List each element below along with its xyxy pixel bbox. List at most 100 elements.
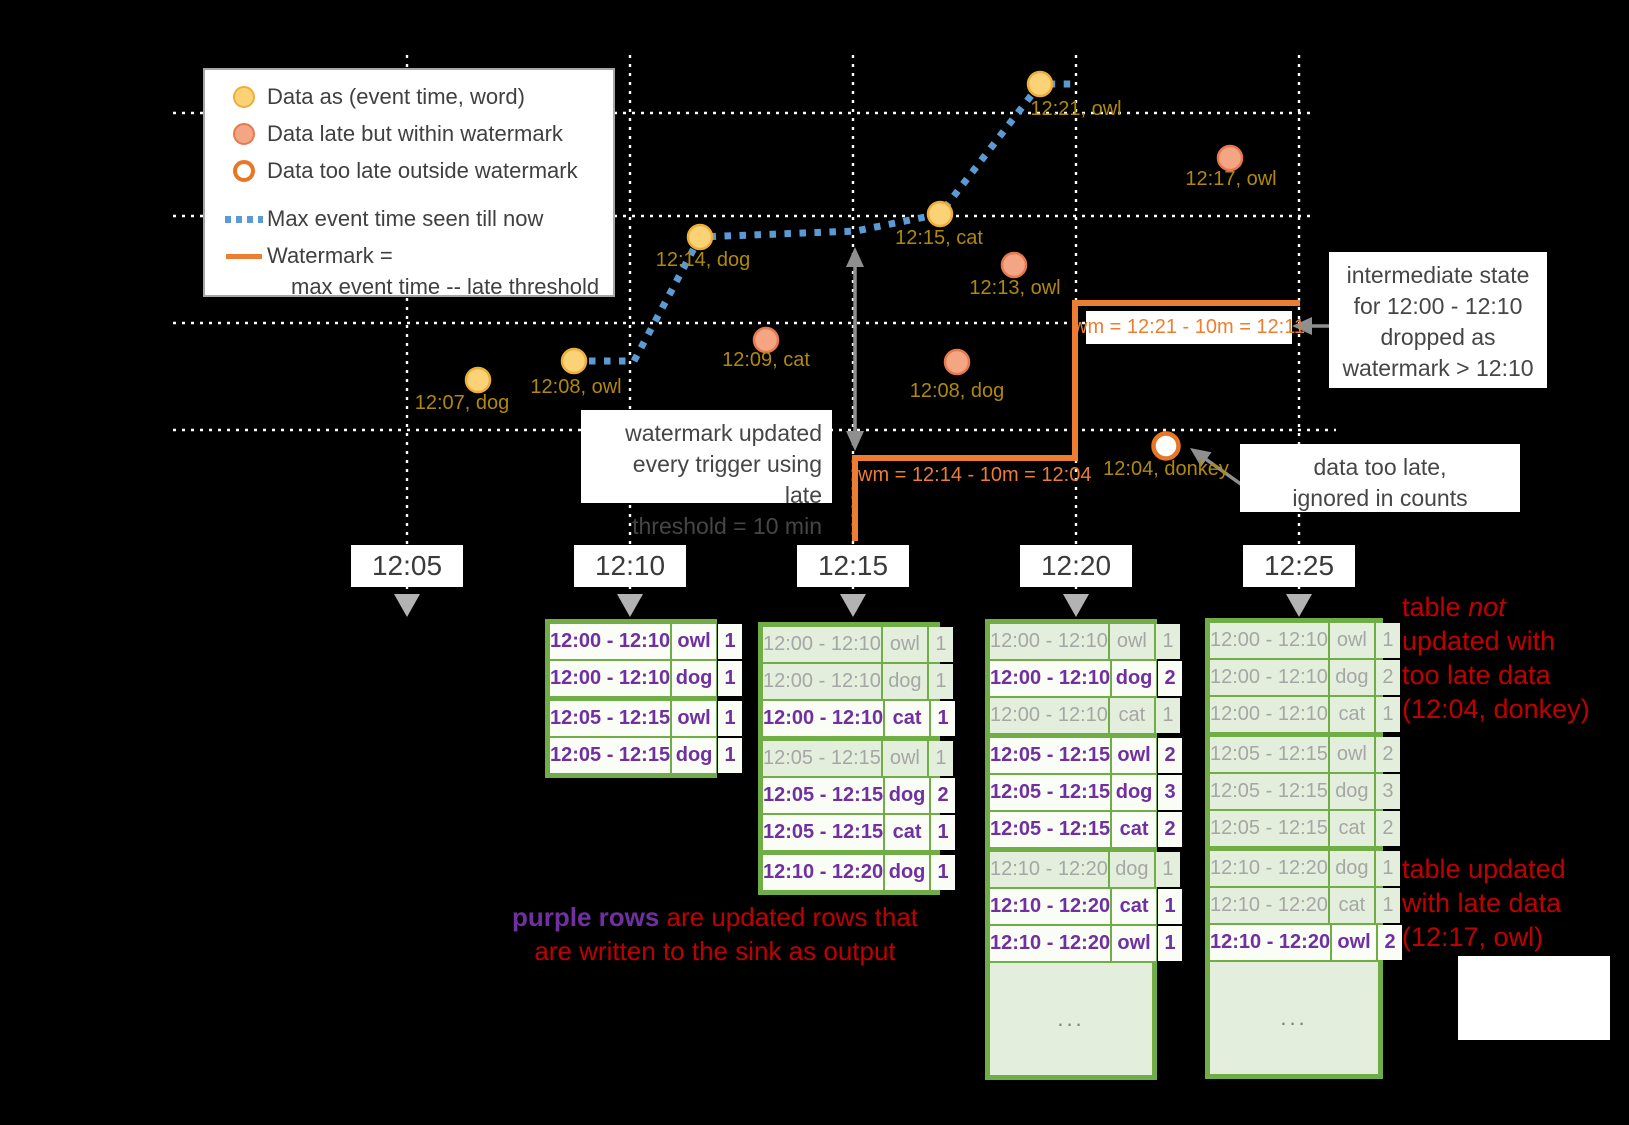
table-updated-line3: (12:17, owl) (1402, 922, 1544, 952)
table-row: 12:10 - 12:20 dog 1 (1210, 851, 1400, 886)
table-not-updated-line3: too late data (1402, 660, 1551, 690)
too-late-note-line: data too late, (1313, 454, 1447, 480)
word-cell: owl (672, 701, 717, 736)
word-cell: dog (1329, 851, 1374, 886)
window-cell: 12:00 - 12:10 (990, 661, 1111, 696)
table-updated-note: table updated with late data (12:17, owl… (1402, 852, 1566, 954)
intermediate-state-note-line: intermediate state (1346, 262, 1530, 288)
watermark-step-line (852, 300, 1300, 541)
count-cell: 1 (718, 624, 743, 659)
window-cell: 12:00 - 12:10 (763, 701, 884, 736)
data-point-on-time (686, 223, 714, 251)
white-panel-fragment (1458, 956, 1610, 1040)
count-cell: 2 (931, 778, 956, 813)
count-cell: 1 (1375, 888, 1400, 923)
window-cell: 12:00 - 12:10 (990, 624, 1108, 659)
count-cell: 1 (1158, 926, 1183, 961)
late-point-icon (233, 123, 255, 145)
count-cell: 1 (718, 661, 743, 696)
count-cell: 1 (718, 701, 743, 736)
word-cell: owl (882, 627, 927, 662)
intermediate-state-note-line: for 12:00 - 12:10 (1353, 293, 1523, 319)
too-late-arrow-head (1190, 448, 1212, 467)
data-point-label: 12:07, dog (414, 392, 510, 414)
count-cell: 1 (1158, 889, 1183, 924)
word-cell: cat (1109, 698, 1154, 733)
trigger-time-label: 12:10 (574, 545, 686, 587)
window-cell: 12:05 - 12:15 (990, 812, 1111, 847)
table-row: 12:10 - 12:20 dog 1 (990, 852, 1180, 887)
count-cell: 2 (1158, 661, 1183, 696)
result-table-12:20: 12:00 - 12:10 owl 1 12:00 - 12:10 dog 2 12:00 … (985, 619, 1183, 1080)
table-row: 12:05 - 12:15 dog 1 (550, 738, 743, 773)
result-table-12:10: 12:00 - 12:10 owl 1 12:00 - 12:10 dog 1 12:05 … (545, 619, 743, 778)
table-row: 12:05 - 12:15 owl 2 (1210, 737, 1400, 772)
table-row: 12:05 - 12:15 cat 2 (1210, 811, 1400, 846)
count-cell: 1 (928, 664, 953, 699)
data-point-label: 12:14, dog (655, 249, 751, 271)
window-cell: 12:00 - 12:10 (550, 661, 671, 696)
legend-box: Data as (event time, word) Data late but … (203, 68, 615, 299)
data-point-late (943, 348, 971, 376)
purple-rows-rest: are updated rows that (659, 902, 919, 932)
trigger-arrowhead-icon (840, 594, 866, 617)
on-time-point-icon (221, 86, 267, 108)
word-cell: dog (882, 664, 927, 699)
purple-rows-note: purple rows are updated rows that are wr… (455, 900, 975, 968)
intermediate-state-note-line: dropped as (1380, 324, 1496, 350)
trigger-time-label: 12:20 (1020, 545, 1132, 587)
legend-item-label: Watermark = (267, 243, 393, 268)
data-point-late (1000, 251, 1028, 279)
table-row: 12:00 - 12:10 owl 1 (763, 627, 953, 662)
window-cell: 12:00 - 12:10 (1210, 660, 1328, 695)
table-row: 12:10 - 12:20 dog 1 (763, 855, 956, 890)
table-ellipsis-row: ... (990, 963, 1152, 1075)
window-cell: 12:10 - 12:20 (990, 926, 1111, 961)
table-row: 12:00 - 12:10 dog 1 (763, 664, 953, 699)
watermark-value-label: wm = 12:14 - 10m = 12:04 (858, 464, 1092, 486)
word-cell: cat (1329, 888, 1374, 923)
count-cell: 1 (1375, 623, 1400, 658)
max-event-line-icon (225, 215, 263, 223)
window-cell: 12:05 - 12:15 (550, 738, 671, 773)
table-row: 12:05 - 12:15 dog 2 (763, 778, 956, 813)
data-point-label: 12:13, owl (969, 277, 1061, 299)
purple-rows-highlight: purple rows (511, 902, 660, 932)
too-late-note: data too late, ignored in counts (1240, 444, 1520, 512)
data-point-label: 12:04, donkey (1103, 458, 1229, 480)
too-late-note-line: ignored in counts (1292, 485, 1468, 511)
ellipsis-cell: ... (1210, 962, 1378, 1074)
word-cell: owl (1332, 925, 1377, 960)
word-cell: owl (1109, 624, 1154, 659)
table-row: 12:10 - 12:20 owl 2 (1210, 925, 1403, 960)
table-row: 12:05 - 12:15 cat 1 (763, 815, 956, 850)
table-not-updated-note: table not updated with too late data (12… (1402, 590, 1590, 726)
intermediate-state-note: intermediate state for 12:00 - 12:10 dropp… (1329, 252, 1547, 388)
watermark-note-line: threshold = 10 min (632, 513, 822, 539)
count-cell: 1 (1155, 852, 1180, 887)
word-cell: dog (885, 855, 930, 890)
watermark-note-line: watermark updated (625, 420, 822, 446)
table-row: 12:00 - 12:10 dog 2 (1210, 660, 1400, 695)
ellipsis-cell: ... (990, 963, 1152, 1075)
count-cell: 1 (1375, 697, 1400, 732)
data-point-on-time (1026, 70, 1054, 98)
table-row: 12:05 - 12:15 owl 2 (990, 738, 1183, 773)
too-late-point-icon (233, 160, 255, 182)
window-cell: 12:05 - 12:15 (763, 741, 881, 776)
word-cell: owl (1329, 737, 1374, 772)
trigger-arrowhead-icon (617, 594, 643, 617)
legend-item-label-cont: max event time -- late threshold (291, 274, 600, 299)
data-point-label: 12:09, cat (722, 349, 810, 371)
table-row: 12:05 - 12:15 dog 3 (1210, 774, 1400, 809)
table-updated-line2: with late data (1402, 888, 1562, 918)
late-threshold-arrow-head (846, 247, 864, 267)
word-cell: cat (1112, 812, 1157, 847)
watermark-line-icon (226, 253, 262, 259)
window-cell: 12:10 - 12:20 (763, 855, 884, 890)
window-cell: 12:05 - 12:15 (990, 775, 1111, 810)
table-row: 12:00 - 12:10 owl 1 (550, 624, 743, 659)
word-cell: owl (1112, 738, 1157, 773)
watermark-note-line: every trigger using late (632, 451, 822, 508)
